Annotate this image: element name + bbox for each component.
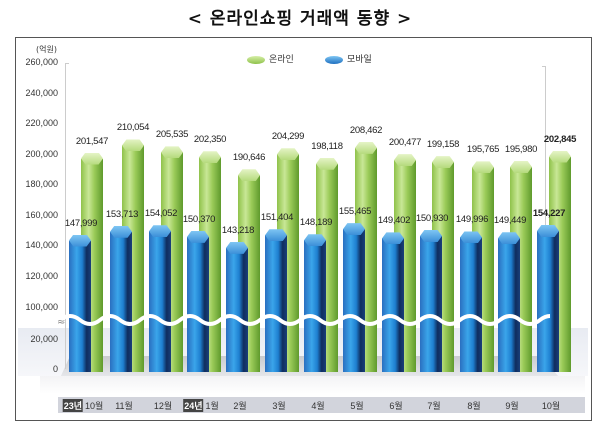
y-tick-label: 20,000 <box>30 334 58 344</box>
value-label-mobile: 149,402 <box>377 215 411 227</box>
x-tick-label: 4월 <box>311 399 324 412</box>
value-label-mobile: 154,052 <box>144 208 178 220</box>
value-label-online: 195,980 <box>504 144 538 156</box>
y-tick-label: 220,000 <box>25 118 58 128</box>
value-label-online: 200,477 <box>388 137 422 149</box>
x-tick-label: 8월 <box>467 399 480 412</box>
bar-mobile <box>149 225 171 372</box>
bar-mobile <box>110 225 132 372</box>
y-tick-label: 180,000 <box>25 179 58 189</box>
legend-label-online: 온라인 <box>269 55 294 65</box>
y-tick-label: 100,000 <box>25 302 58 312</box>
x-tick-label: 24년 1월 <box>183 399 219 412</box>
value-label-online: 210,054 <box>116 122 150 134</box>
value-label-mobile: 154,227 <box>532 207 566 219</box>
month-label: 4월 <box>311 401 325 411</box>
bar-mobile <box>382 232 404 372</box>
bar-mobile <box>420 230 442 372</box>
bar-mobile <box>498 232 520 372</box>
value-label-online: 201,547 <box>75 135 109 147</box>
month-label: 5월 <box>350 401 364 411</box>
y-axis-unit: (억원) <box>36 45 57 54</box>
month-label: 3월 <box>272 401 286 411</box>
legend-item-mobile: 모바일 <box>325 52 372 65</box>
month-label: 10월 <box>541 401 561 411</box>
green-hexagon-icon <box>247 55 265 64</box>
y-tick-label: 240,000 <box>25 88 58 98</box>
year-badge: 24년 <box>183 399 204 412</box>
month-label: 6월 <box>389 401 403 411</box>
bar-mobile <box>226 241 248 372</box>
y-tick-label: 140,000 <box>25 240 58 250</box>
y-axis-line <box>65 63 69 369</box>
y-tick-label: 200,000 <box>25 149 58 159</box>
blue-hexagon-icon <box>325 55 343 64</box>
month-label: 12월 <box>153 401 173 411</box>
value-label-online: 208,462 <box>349 124 383 136</box>
value-label-online: 195,765 <box>466 144 500 156</box>
x-tick-label: 9월 <box>505 399 518 412</box>
x-tick-label: 6월 <box>389 399 402 412</box>
x-tick-label: 23년 10월 <box>62 399 104 412</box>
month-label: 1월 <box>205 401 219 411</box>
legend-label-mobile: 모바일 <box>347 55 372 65</box>
legend-item-online: 온라인 <box>247 52 294 65</box>
month-label: 10월 <box>85 401 104 411</box>
axis-break-icon: ≈ <box>57 317 66 328</box>
chart-title: < 온라인쇼핑 거래액 동향 > <box>187 9 413 29</box>
x-tick-label: 11월 <box>115 399 133 412</box>
value-label-mobile: 149,996 <box>455 214 489 226</box>
value-label-mobile: 151,404 <box>260 212 294 224</box>
y-tick-label: 160,000 <box>25 210 58 220</box>
year-badge: 23년 <box>62 399 83 412</box>
value-label-mobile: 150,370 <box>182 213 216 225</box>
value-label-mobile: 153,713 <box>105 208 139 220</box>
value-label-online: 202,845 <box>543 133 577 145</box>
month-label: 2월 <box>233 401 247 411</box>
value-label-mobile: 148,189 <box>299 217 333 229</box>
y-tick-label: 120,000 <box>25 271 58 281</box>
x-tick-label: 7월 <box>427 399 440 412</box>
month-label: 11월 <box>115 401 133 411</box>
value-label-mobile: 150,930 <box>415 213 449 224</box>
y-tick-label: 260,000 <box>25 57 58 67</box>
month-label: 8월 <box>467 401 481 411</box>
bar-mobile <box>265 229 287 372</box>
x-tick-label: 5월 <box>350 399 363 412</box>
value-label-online: 204,299 <box>271 131 305 143</box>
x-tick-label: 10월 <box>542 399 560 412</box>
value-label-mobile: 143,218 <box>221 224 255 236</box>
x-tick-label: 12월 <box>154 399 172 412</box>
bar-mobile <box>343 223 365 372</box>
bar-mobile <box>460 231 482 372</box>
value-label-mobile: 155,465 <box>338 206 372 218</box>
value-label-online: 190,646 <box>232 152 266 164</box>
x-tick-label: 2월 <box>233 399 246 412</box>
bar-mobile <box>304 234 326 372</box>
bar-mobile <box>537 224 559 372</box>
plot-right-edge <box>542 66 546 337</box>
axis-break-wave <box>60 314 550 326</box>
month-label: 7월 <box>427 401 441 411</box>
x-tick-label: 3월 <box>272 399 285 412</box>
value-label-online: 202,350 <box>193 134 227 146</box>
chart-floor-reflection <box>40 376 585 394</box>
bar-mobile <box>187 230 209 372</box>
value-label-mobile: 149,449 <box>493 215 527 227</box>
value-label-online: 205,535 <box>155 129 189 141</box>
value-label-online: 199,158 <box>426 139 460 151</box>
value-label-online: 198,118 <box>311 140 343 152</box>
y-tick-label: 0 <box>52 364 58 374</box>
bar-mobile <box>69 234 91 372</box>
month-label: 9월 <box>505 401 519 411</box>
value-label-mobile: 147,999 <box>64 217 98 229</box>
